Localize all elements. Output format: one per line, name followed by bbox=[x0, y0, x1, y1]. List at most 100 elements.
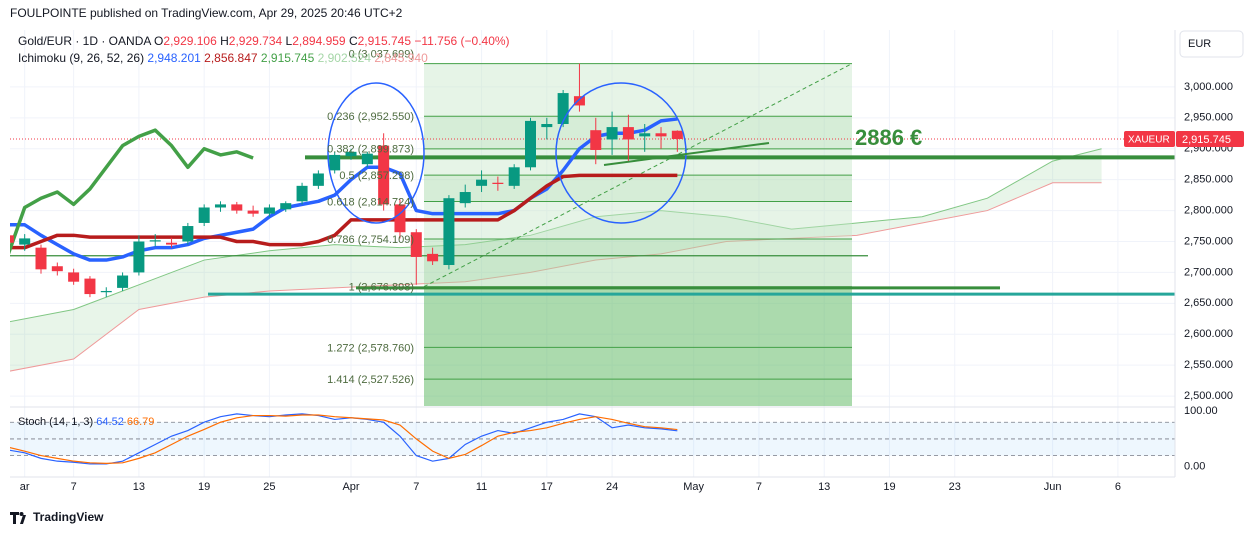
cloud-fill bbox=[10, 148, 1102, 372]
ichimoku-value: 2,915.745 bbox=[261, 51, 315, 65]
fib-label: 0.5 (2,857.298) bbox=[339, 170, 414, 182]
trend-line bbox=[603, 142, 770, 166]
symbol-legend: Gold/EUR · 1D · OANDA O2,929.106 H2,929.… bbox=[18, 34, 510, 48]
ohlc-value: 2,929.734 bbox=[229, 34, 283, 48]
x-tick-label: 7 bbox=[71, 481, 77, 493]
candle-body bbox=[655, 133, 667, 137]
candle-body bbox=[443, 198, 455, 265]
candle-body bbox=[524, 120, 536, 168]
stoch-line bbox=[10, 413, 678, 465]
symbol: Gold/EUR · 1D · OANDA bbox=[18, 34, 151, 48]
ichimoku-value: 2,902.524 bbox=[318, 51, 372, 65]
annotation: 2886 € bbox=[855, 125, 922, 150]
candle-body bbox=[117, 275, 129, 288]
candle-body bbox=[35, 247, 47, 270]
candle-body bbox=[198, 207, 210, 223]
y-tick-label: 2,600.000 bbox=[1184, 328, 1233, 340]
x-tick-label: 19 bbox=[883, 481, 895, 493]
candle-body bbox=[606, 127, 618, 140]
x-tick-label: 23 bbox=[949, 481, 961, 493]
stoch-pane bbox=[10, 413, 1175, 465]
candle-body bbox=[345, 151, 357, 157]
ichimoku-title: Ichimoku (9, 26, 52, 26) bbox=[18, 51, 144, 65]
y-tick-label: 2,800.000 bbox=[1184, 204, 1233, 216]
candle-body bbox=[51, 266, 63, 272]
fib-label: 0 (3,037.699) bbox=[349, 48, 414, 60]
fib-label: 0.786 (2,754.109) bbox=[327, 234, 414, 246]
candle-body bbox=[312, 173, 324, 186]
candle-body bbox=[247, 210, 259, 214]
x-tick-label: 7 bbox=[413, 481, 419, 493]
logo-dot bbox=[19, 512, 24, 516]
price-tag-symbol: XAUEUR bbox=[1128, 135, 1170, 146]
x-tick-label: ar bbox=[20, 481, 30, 493]
candle-body bbox=[508, 167, 520, 186]
brand-logo bbox=[10, 512, 26, 524]
stoch-title: Stoch (14, 1, 3) bbox=[18, 416, 93, 428]
ohlc-value: 2,929.106 bbox=[163, 34, 217, 48]
ohlc-key: L bbox=[286, 34, 293, 48]
candle-body bbox=[231, 204, 243, 211]
candle-body bbox=[590, 130, 602, 150]
candle-body bbox=[639, 133, 651, 137]
candle-body bbox=[573, 96, 585, 106]
ohlc-value: 2,915.745 bbox=[358, 34, 412, 48]
fib-label: 0.382 (2,899.873) bbox=[327, 144, 414, 156]
stoch-legend: Stoch (14, 1, 3) 64.52 66.79 bbox=[18, 416, 154, 428]
main-pane bbox=[10, 63, 1175, 406]
price-tag-symbol-box bbox=[1124, 130, 1175, 147]
x-tick-label: 19 bbox=[198, 481, 210, 493]
candle-body bbox=[10, 235, 14, 243]
publisher: FOULPOINTE published on TradingView.com,… bbox=[10, 6, 403, 20]
candle-body bbox=[133, 241, 145, 273]
candle-body bbox=[149, 240, 161, 242]
x-tick-label: May bbox=[683, 481, 704, 493]
brand: TradingView bbox=[33, 510, 104, 524]
stoch-tick-label: 100.00 bbox=[1184, 405, 1218, 417]
price-tag-box bbox=[1176, 130, 1244, 147]
ichimoku-value: 2,856.847 bbox=[204, 51, 258, 65]
y-tick-label: 2,750.000 bbox=[1184, 235, 1233, 247]
stoch-tick-label: 0.00 bbox=[1184, 461, 1205, 473]
stoch-line bbox=[10, 414, 678, 464]
candle-body bbox=[492, 182, 504, 184]
x-tick-label: Apr bbox=[342, 481, 359, 493]
fib-label: 0.236 (2,952.550) bbox=[327, 111, 414, 123]
candle-body bbox=[84, 278, 96, 295]
highlight-circle bbox=[555, 82, 687, 224]
fib-zone bbox=[424, 286, 852, 348]
x-tick-label: 17 bbox=[541, 481, 553, 493]
currency: EUR bbox=[1188, 38, 1211, 50]
candle-body bbox=[476, 179, 488, 186]
ichimoku-value: 2,948.201 bbox=[147, 51, 201, 65]
candle-body bbox=[100, 290, 112, 293]
ohlc-key: O bbox=[154, 34, 163, 48]
indicator-line bbox=[10, 128, 254, 255]
y-tick-label: 2,550.000 bbox=[1184, 359, 1233, 371]
candle-body bbox=[166, 242, 178, 245]
y-tick-label: 2,950.000 bbox=[1184, 112, 1233, 124]
y-tick-label: 2,650.000 bbox=[1184, 297, 1233, 309]
x-tick-label: 6 bbox=[1115, 481, 1121, 493]
change: −11.756 (−0.40%) bbox=[414, 34, 509, 48]
candle-body bbox=[329, 154, 341, 171]
logo-icon bbox=[10, 512, 26, 524]
fib-zone bbox=[424, 175, 852, 202]
candle-body bbox=[557, 93, 569, 124]
y-tick-label: 2,700.000 bbox=[1184, 266, 1233, 278]
fib-label: 1.414 (2,527.526) bbox=[327, 374, 414, 386]
x-tick-label: Jun bbox=[1044, 481, 1062, 493]
ichimoku-legend: Ichimoku (9, 26, 52, 26) 2,948.201 2,856… bbox=[18, 51, 428, 65]
indicator-line bbox=[10, 117, 678, 262]
fib-zone bbox=[424, 148, 852, 176]
y-tick-label: 3,000.000 bbox=[1184, 81, 1233, 93]
candle-body bbox=[378, 145, 390, 205]
candle-body bbox=[361, 153, 373, 165]
fib-zone bbox=[424, 238, 852, 287]
candle-body bbox=[671, 130, 683, 139]
candle-body bbox=[280, 203, 292, 210]
candle-body bbox=[622, 127, 634, 140]
currency-box[interactable] bbox=[1179, 30, 1244, 58]
legend: Stoch (14, 1, 3) 64.52 66.79 Gold/EUR · … bbox=[18, 34, 510, 428]
